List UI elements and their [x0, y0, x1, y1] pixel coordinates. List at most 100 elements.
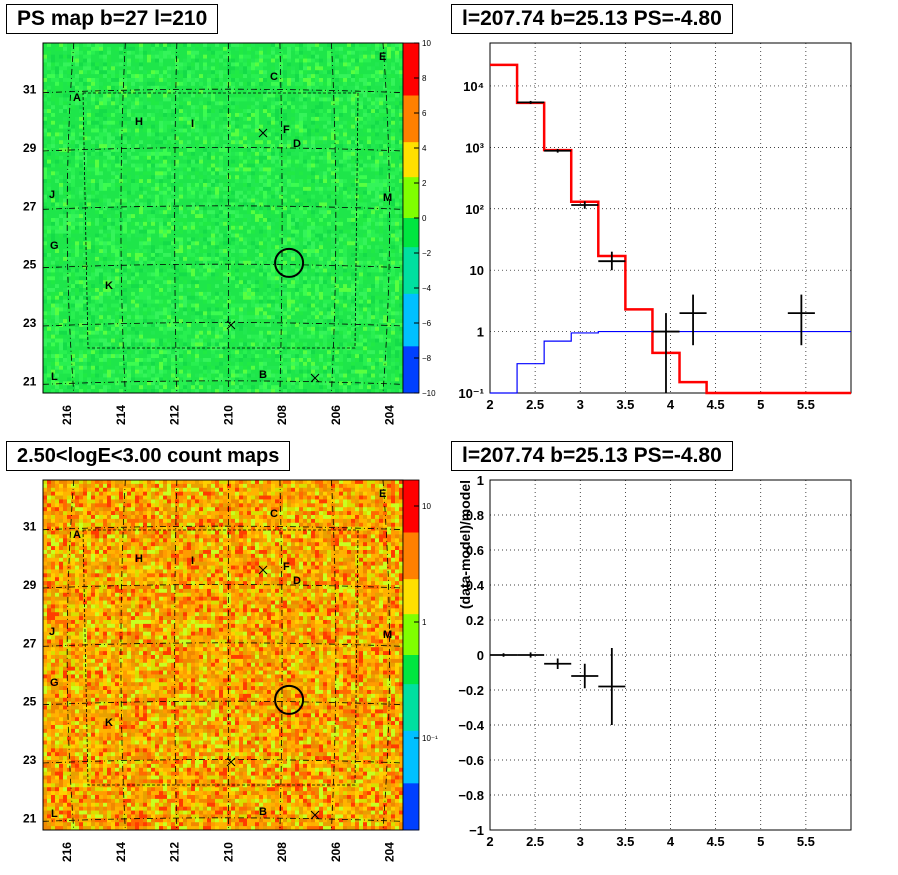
model-component-line: [490, 330, 851, 394]
x-tick-label: 5: [757, 834, 764, 849]
x-tick-label: 4: [667, 397, 675, 412]
data-point: [679, 294, 707, 346]
x-tick-label: 206: [329, 842, 343, 862]
colorbar: [402, 42, 420, 394]
x-tick-label: 212: [168, 405, 182, 425]
colorbar-tick-label: 10: [422, 502, 431, 511]
y-tick-label: 23: [23, 316, 37, 330]
y-tick-label: 25: [23, 695, 37, 709]
data-point: [652, 313, 680, 393]
source-label: L: [51, 371, 58, 383]
colorbar-tick-label: −8: [422, 354, 432, 363]
source-label: H: [135, 553, 143, 565]
residual-plot: [489, 479, 852, 831]
residual-point: [598, 648, 626, 725]
colorbar-tick-label: −6: [422, 319, 432, 328]
y-tick-label: 10: [470, 263, 484, 278]
source-label: L: [51, 808, 58, 820]
ps-map-title: PS map b=27 l=210: [6, 4, 219, 34]
y-axis-label: (data-model)/model: [457, 480, 473, 609]
x-tick-label: 2.5: [526, 834, 544, 849]
residual-point: [571, 663, 599, 689]
source-label: E: [379, 51, 386, 63]
grid-parallel: [42, 525, 404, 531]
x-tick-label: 214: [114, 842, 128, 862]
grid-meridian: [331, 42, 337, 394]
x-tick-label: 4: [667, 834, 675, 849]
grid-parallel: [42, 88, 404, 94]
y-tick-label: 10⁴: [463, 79, 484, 94]
colorbar-tick-label: −4: [422, 284, 432, 293]
source-label: M: [383, 629, 392, 641]
x-tick-label: 3.5: [616, 834, 634, 849]
grid-meridian: [174, 42, 178, 394]
grid-parallel: [42, 584, 404, 589]
source-label: I: [191, 555, 194, 567]
colorbar-tick-label: −10: [422, 389, 436, 398]
source-label: B: [259, 806, 267, 818]
source-label: K: [105, 717, 113, 729]
x-tick-label: 5.5: [797, 834, 815, 849]
grid-parallel: [42, 147, 404, 152]
x-tick-label: 206: [329, 405, 343, 425]
residual-point: [490, 653, 518, 657]
y-tick-label: 29: [23, 141, 37, 155]
y-tick-label: 21: [23, 374, 37, 388]
grid-parallel: [42, 817, 404, 822]
y-tick-label: −0.2: [458, 683, 484, 698]
y-tick-label: 31: [23, 520, 37, 534]
x-tick-label: 204: [383, 405, 397, 425]
source-label: A: [73, 92, 81, 104]
spectrum-title: l=207.74 b=25.13 PS=-4.80: [451, 4, 733, 34]
residual-title: l=207.74 b=25.13 PS=-4.80: [451, 441, 733, 471]
grid-meridian: [120, 42, 126, 394]
grid-parallel: [42, 380, 404, 385]
y-tick-label: 0: [477, 648, 484, 663]
x-tick-label: 208: [275, 405, 289, 425]
grid-meridian: [382, 42, 390, 394]
y-tick-label: −1: [469, 823, 484, 838]
y-tick-label: 23: [23, 753, 37, 767]
y-tick-label: 0.4: [466, 578, 485, 593]
colorbar-frame: [402, 479, 420, 831]
source-marker: [258, 128, 268, 138]
source-label: D: [293, 138, 301, 150]
source-marker: [258, 565, 268, 575]
data-point: [787, 294, 815, 346]
colorbar-tick-label: 10: [422, 39, 431, 48]
spectrum-plot: [489, 42, 852, 395]
x-tick-label: 216: [60, 842, 74, 862]
y-tick-label: 0.6: [466, 543, 484, 558]
source-label: F: [283, 561, 290, 573]
y-tick-label: 31: [23, 83, 37, 97]
grid-meridian: [331, 479, 337, 831]
source-marker: [226, 320, 236, 330]
y-tick-label: 0.2: [466, 613, 484, 628]
plot-frame: [489, 42, 852, 394]
count-map-title: 2.50<logE<3.00 count maps: [6, 441, 291, 471]
grid-meridian: [279, 42, 283, 394]
y-tick-label: 27: [23, 636, 37, 650]
grid-meridian: [174, 479, 178, 831]
sky-map-count_map: [42, 479, 404, 831]
y-tick-label: −0.8: [458, 788, 484, 803]
grid-meridian: [279, 479, 283, 831]
data-point: [571, 201, 599, 209]
grid-parallel: [42, 263, 404, 269]
y-tick-label: 10³: [465, 140, 484, 155]
grid-parallel: [42, 642, 404, 647]
source-label: F: [283, 124, 290, 136]
grid-meridian: [120, 479, 126, 831]
selected-position-circle: [274, 247, 305, 278]
x-tick-label: 3: [577, 397, 584, 412]
source-label: C: [270, 71, 278, 83]
x-tick-label: 210: [221, 842, 235, 862]
source-marker: [310, 810, 320, 820]
y-tick-label: 10⁻¹: [458, 386, 484, 401]
x-tick-label: 2: [486, 397, 493, 412]
y-tick-label: −0.4: [458, 718, 484, 733]
x-tick-label: 204: [383, 842, 397, 862]
residual-point: [517, 652, 545, 658]
y-tick-label: −0.6: [458, 753, 484, 768]
